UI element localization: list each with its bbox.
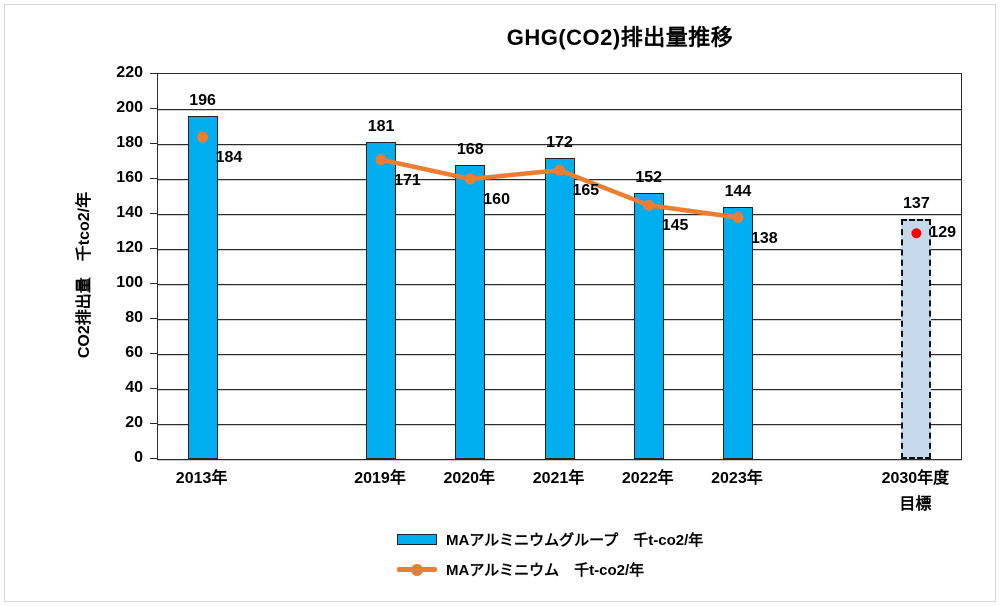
plot-area: 196 181 168 172 152 144 137 184 171 160 165 145 138 1… — [157, 73, 962, 460]
bar — [544, 158, 575, 459]
bar-value-label: 196 — [189, 92, 216, 109]
line-point-marker — [554, 164, 565, 176]
bar — [455, 165, 486, 459]
legend: MAアルミニウムグループ 千t-co2/年 MAアルミニウム 千t-co2/年 — [397, 529, 703, 580]
y-axis-tick-label: 160 — [116, 169, 143, 186]
y-axis-tick-mark — [150, 353, 157, 354]
line-value-label: 145 — [661, 217, 689, 235]
chart-title: GHG(CO2)排出量推移 — [506, 25, 734, 50]
y-axis-title: CO2排出量 千tco2/年 — [76, 191, 93, 359]
line-value-label: 160 — [483, 191, 510, 208]
y-axis-tick-mark — [150, 143, 157, 144]
bar-series-label: MAアルミニウムグループ 千t-co2/年 — [446, 532, 704, 549]
bar-value-label: 172 — [546, 134, 573, 151]
y-axis-tick-mark — [150, 458, 157, 459]
y-axis-tick-label: 40 — [125, 379, 143, 396]
y-axis-tick-mark — [150, 423, 157, 424]
line-marker-icon — [411, 563, 423, 576]
line-point-marker — [197, 131, 209, 143]
y-axis-tick-label: 60 — [125, 344, 143, 361]
x-axis-category-label: 2022年 — [621, 470, 674, 487]
bar-value-label: 152 — [635, 169, 663, 186]
line-point-marker — [643, 199, 655, 211]
bar — [722, 207, 753, 459]
y-axis-tick-label: 120 — [116, 239, 143, 256]
y-axis-tick-mark — [150, 318, 157, 319]
y-axis-tick-label: 80 — [125, 309, 143, 326]
y-axis-tick-label: 180 — [116, 134, 143, 151]
bar-value-label: 181 — [367, 118, 395, 136]
y-axis-tick-mark — [150, 388, 157, 389]
line-point-marker — [464, 173, 476, 185]
bar-2030-target — [901, 219, 932, 459]
x-axis-category-label: 2021年 — [532, 470, 585, 487]
y-axis-tick-mark — [150, 178, 157, 179]
bar-value-label: 144 — [724, 183, 752, 200]
y-axis-tick-label: 140 — [116, 204, 143, 221]
y-axis-tick-label: 20 — [125, 414, 143, 431]
y-axis-tick-label: 200 — [116, 99, 143, 116]
line-point-marker — [732, 212, 744, 223]
bar — [633, 193, 664, 459]
x-axis-category-label: 2030年度 目標 — [865, 466, 965, 518]
line-value-label: 165 — [572, 182, 600, 200]
line-series-layer — [197, 131, 922, 239]
bar — [366, 142, 397, 459]
gridline — [158, 108, 961, 110]
y-axis-tick-label: 100 — [116, 274, 143, 291]
line-value-label: 129 — [929, 224, 957, 242]
y-axis-tick-mark — [150, 283, 157, 284]
gridline — [158, 143, 961, 145]
x-axis-category-label: 2023年 — [711, 470, 763, 487]
legend-item-bar-series: MAアルミニウムグループ 千t-co2/年 — [397, 529, 703, 550]
y-axis-tick-mark — [150, 73, 157, 74]
line-series-label: MAアルミニウム 千t-co2/年 — [446, 562, 645, 579]
bar — [187, 116, 218, 459]
legend-item-line-series: MAアルミニウム 千t-co2/年 — [397, 559, 703, 580]
line-series-swatch-icon — [397, 563, 437, 576]
x-axis-category-label: 2020年 — [443, 470, 496, 487]
line-value-label: 171 — [394, 171, 421, 189]
bar-value-label: 137 — [903, 195, 930, 213]
line-point-marker — [375, 154, 387, 166]
y-axis-tick-mark — [150, 213, 157, 214]
line-value-label: 184 — [215, 149, 243, 166]
x-axis-category-label: 2019年 — [354, 470, 406, 487]
target-point-marker — [911, 228, 922, 239]
bar-value-label: 168 — [456, 141, 484, 158]
y-axis-tick-mark — [150, 108, 157, 109]
y-axis-tick-label: 220 — [116, 64, 143, 81]
x-axis-category-label: 2013年 — [175, 470, 228, 487]
y-axis-tick-mark — [150, 248, 157, 249]
y-axis-tick-label: 0 — [134, 449, 143, 466]
line-value-label: 138 — [750, 229, 778, 247]
bar-series-swatch-icon — [397, 534, 437, 545]
x-axis-category-sublabel: 目標 — [899, 496, 932, 513]
